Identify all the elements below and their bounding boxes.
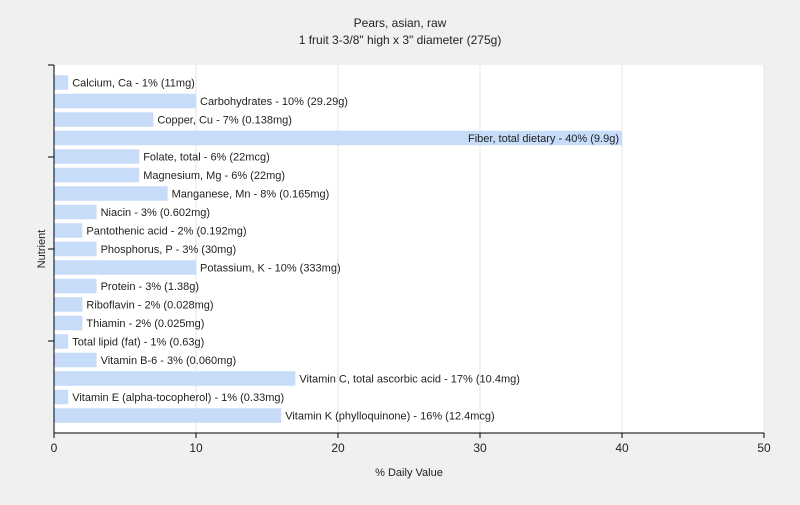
chart-subtitle: 1 fruit 3-3/8" high x 3" diameter (275g) [299,33,502,47]
x-tick-label: 10 [189,441,203,455]
chart-title: Pears, asian, raw [354,16,447,30]
bar [54,241,97,257]
bar [54,112,154,127]
bar-label: Magnesium, Mg - 6% (22mg) [143,170,285,182]
bar-label: Copper, Cu - 7% (0.138mg) [157,115,292,127]
bar [54,297,83,312]
bar-label: Pantothenic acid - 2% (0.192mg) [86,226,246,238]
x-tick-labels: 0 10 20 30 40 50 [51,441,771,455]
bar [54,223,83,238]
bar [54,371,296,386]
bar [54,260,196,275]
x-tick-label: 20 [331,441,345,455]
bar-label: Folate, total - 6% (22mcg) [143,152,270,164]
bar-label: Potassium, K - 10% (333mg) [200,263,341,275]
bar-label: Vitamin K (phylloquinone) - 16% (12.4mcg… [285,411,495,423]
bar [54,149,140,164]
bar [54,334,69,349]
x-tick-label: 0 [51,441,58,455]
bar-label: Vitamin C, total ascorbic acid - 17% (10… [299,374,520,386]
x-tick-label: 30 [473,441,487,455]
bars [54,75,622,423]
bar-label: Riboflavin - 2% (0.028mg) [86,300,213,312]
bar [54,186,168,201]
bar-label: Niacin - 3% (0.602mg) [101,207,210,219]
bar-label: Total lipid (fat) - 1% (0.63g) [72,337,204,349]
bar-labels: Calcium, Ca - 1% (11mg) Carbohydrates - 1… [72,78,619,423]
bar-label: Phosphorus, P - 3% (30mg) [101,244,237,256]
bar-label: Vitamin E (alpha-tocopherol) - 1% (0.33m… [72,392,284,404]
bar [54,278,97,294]
bar [54,315,83,331]
bar-label: Fiber, total dietary - 40% (9.9g) [468,133,619,145]
bar-label: Manganese, Mn - 8% (0.165mg) [172,189,330,201]
bar-label: Calcium, Ca - 1% (11mg) [72,78,195,90]
bar [54,204,97,220]
bar [54,352,97,368]
bar [54,408,282,423]
x-axis-label: % Daily Value [375,467,443,479]
x-tick-label: 40 [615,441,629,455]
bar-label: Vitamin B-6 - 3% (0.060mg) [101,355,237,367]
y-axis-label: Nutrient [36,230,48,269]
bar [54,167,140,183]
bar [54,130,622,146]
axes [48,64,765,438]
bar [54,389,69,405]
bar [54,93,196,109]
bar [54,75,69,90]
bar-label: Carbohydrates - 10% (29.29g) [200,96,348,108]
bar-label: Thiamin - 2% (0.025mg) [86,318,204,330]
bar-label: Protein - 3% (1.38g) [101,281,199,293]
x-tick-label: 50 [757,441,771,455]
